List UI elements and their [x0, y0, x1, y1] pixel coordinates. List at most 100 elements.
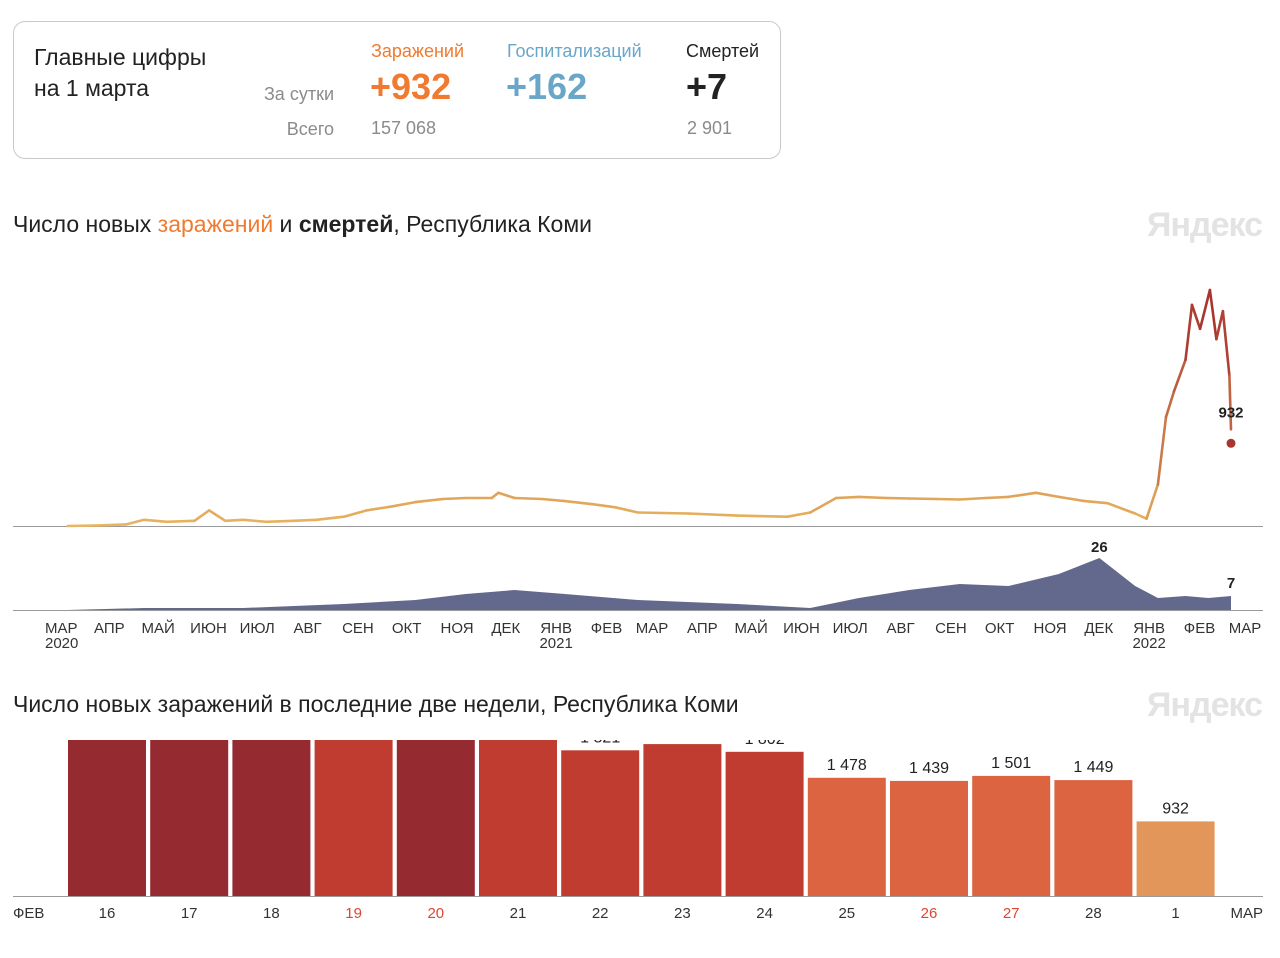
bar-category-label: 27 — [1003, 905, 1020, 922]
chart2-title: Число новых заражений в последние две не… — [13, 691, 739, 717]
infections-line-segment — [490, 491, 500, 500]
infections-line-segment — [786, 511, 812, 518]
bar-category-label: 22 — [592, 905, 609, 922]
infections-line-segment — [193, 509, 211, 523]
infections-line-segment — [1221, 309, 1231, 377]
bars-left-month: ФЕВ — [13, 905, 44, 922]
yandex-watermark-2: Яндекс — [1147, 686, 1263, 724]
x-tick-label: АВГ — [294, 620, 322, 637]
x-tick-label: АПР — [687, 620, 718, 637]
infections-line-segment — [1083, 499, 1109, 505]
chart1-title-infections: заражений — [157, 211, 274, 237]
deaths-total: 2 901 — [687, 118, 733, 138]
bar — [314, 740, 393, 896]
infections-line-segment — [591, 502, 617, 509]
x-tick-label: ДЕК — [491, 620, 520, 637]
infections-line-segment — [636, 511, 690, 515]
infections-line-segment — [1133, 512, 1148, 520]
infections-line-segment — [241, 518, 268, 524]
bar — [725, 751, 804, 896]
two-week-bar-chart: 2 274162 179172 154182 069192 132202 036… — [13, 740, 1263, 922]
bar — [972, 775, 1051, 896]
x-tick-label: ОКТ — [985, 620, 1015, 637]
x-tick-year: 2020 — [45, 635, 78, 652]
bar — [1136, 821, 1215, 896]
bar-category-label: 18 — [263, 905, 280, 922]
x-tick-label: МАЙ — [141, 619, 174, 637]
infections-today: +932 — [370, 66, 452, 107]
bar-category-label: 1 — [1171, 905, 1179, 922]
infections-total: 157 068 — [371, 118, 437, 138]
infections-line-segment — [124, 518, 146, 526]
bar-category-label: 17 — [181, 905, 198, 922]
bar — [1054, 780, 1133, 896]
row-label-total: Всего — [286, 119, 334, 139]
infections-line-segment — [808, 496, 838, 514]
bar-category-label: 24 — [756, 905, 773, 922]
x-tick-label: НОЯ — [1034, 620, 1067, 637]
bar-category-label: 26 — [921, 905, 938, 922]
chart1-title-prefix: Число новых — [13, 211, 158, 237]
infections-line-segment — [207, 509, 227, 523]
infections-label: Заражений — [371, 41, 465, 61]
bar — [479, 740, 557, 896]
bar-value-label: 1 439 — [909, 760, 949, 777]
infections-line-segment — [414, 497, 445, 504]
x-tick-label: СЕН — [935, 620, 967, 637]
row-label-day: За сутки — [263, 84, 334, 104]
x-tick-label: АВГ — [887, 620, 915, 637]
infections-line-segment — [94, 523, 128, 527]
bar — [396, 740, 475, 896]
bar-category-label: 19 — [345, 905, 362, 922]
chart1-title-deaths: смертей — [298, 211, 394, 237]
infections-line-segment — [142, 518, 169, 524]
infections-line-segment — [1145, 483, 1160, 520]
deaths-area — [67, 558, 1232, 610]
bar-value-label: 1 449 — [1073, 759, 1113, 776]
x-tick-label: НОЯ — [441, 620, 474, 637]
infections-line-segment — [563, 499, 594, 506]
x-tick-year: 2022 — [1132, 635, 1165, 652]
infections-line-segment — [984, 495, 1010, 500]
infections-line-segment — [66, 524, 97, 528]
summary-card: Главные цифры на 1 марта За сутки Всего … — [13, 21, 781, 159]
bar-value-label: 1 478 — [827, 757, 867, 774]
x-tick-label: МАР — [636, 620, 669, 637]
x-tick-label: ФЕВ — [591, 620, 622, 637]
infections-line-segment — [935, 497, 962, 501]
bar — [807, 777, 886, 896]
bar — [643, 744, 722, 896]
infections-line-segment — [613, 506, 640, 514]
bar — [150, 740, 229, 896]
infections-line-segment — [907, 497, 939, 501]
infections-line-segment — [1034, 491, 1061, 499]
summary-title-line2: на 1 марта — [34, 75, 150, 101]
bar-category-label: 28 — [1085, 905, 1102, 922]
infections-line-segment — [496, 491, 516, 500]
infections-line-segment — [1106, 501, 1137, 515]
x-tick-label: ЯНВ — [1133, 620, 1165, 637]
hospitalizations-label: Госпитализаций — [507, 41, 642, 61]
bar-category-label: 20 — [427, 905, 444, 922]
infections-line-segment — [264, 519, 295, 524]
chart1-title-and: и — [273, 211, 299, 237]
bar — [68, 740, 146, 896]
yandex-watermark-1: Яндекс — [1147, 206, 1263, 244]
infections-line-segment — [1190, 303, 1202, 331]
chart1-title-suffix: , Республика Коми — [393, 211, 592, 237]
bar-value-label: 1 821 — [580, 740, 620, 746]
bar — [232, 740, 311, 896]
infections-line-segment — [1156, 415, 1168, 486]
infections-line-segment — [1198, 288, 1212, 331]
infections-line-segment — [292, 518, 318, 523]
infections-line-segment — [314, 515, 346, 522]
bar-value-label: 1 802 — [745, 740, 785, 748]
infections-line-segment — [441, 496, 468, 501]
infections-line-segment — [687, 512, 739, 517]
infections-line-segment — [540, 497, 567, 503]
infections-line-segment — [1184, 303, 1194, 362]
x-tick-label: АПР — [94, 620, 125, 637]
summary-title-line1: Главные цифры — [34, 44, 207, 70]
infections-line-segment — [391, 500, 417, 508]
bar-value-label: 932 — [1162, 800, 1189, 817]
